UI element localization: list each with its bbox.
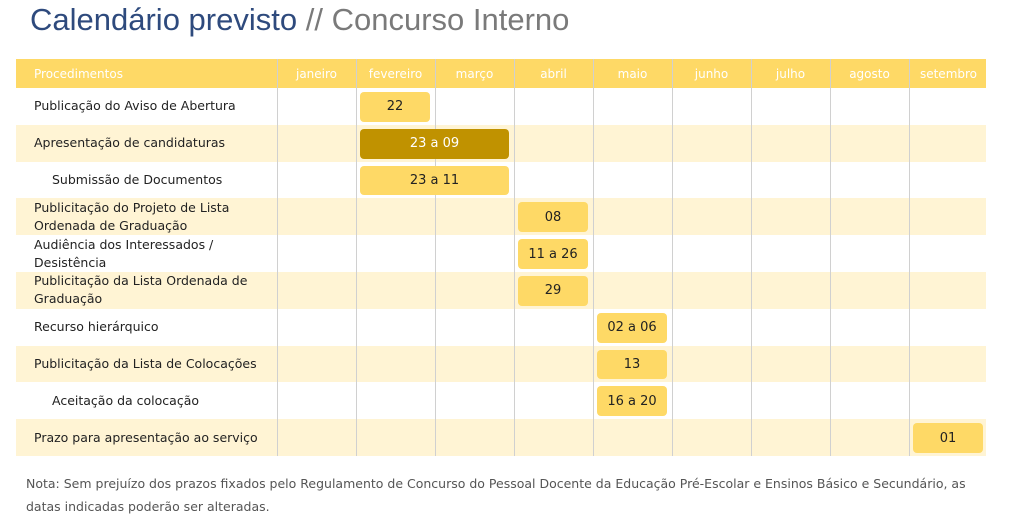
row-label: Aceitação da colocação: [52, 392, 200, 408]
schedule-bar: 11 a 26: [518, 239, 588, 269]
title-separator: //: [305, 2, 323, 37]
row-label: Publicitação da Lista de Colocações: [34, 355, 257, 371]
note: Nota: Sem prejuízo dos prazos fixados pe…: [26, 476, 966, 514]
row-bg: [16, 382, 986, 420]
row-label: Publicitação do Projeto de Lista Ordenad…: [34, 199, 230, 233]
header-cell: fevereiro: [368, 66, 423, 81]
schedule-bar: 02 a 06: [597, 312, 667, 343]
header-cell: agosto: [849, 66, 890, 81]
schedule-bar: 16 a 20: [597, 386, 667, 417]
header-cell: janeiro: [295, 66, 338, 81]
row-bg: [16, 345, 986, 383]
column-divider: [356, 59, 357, 456]
column-divider: [672, 59, 673, 456]
column-divider: [593, 59, 594, 456]
row-bg: [16, 272, 986, 309]
header-cell: maio: [617, 66, 648, 81]
header-cell: Procedimentos: [34, 66, 123, 81]
row-bg: [16, 308, 986, 346]
row-bg: [16, 88, 986, 125]
schedule-bar: 13: [597, 349, 667, 380]
column-divider: [909, 59, 910, 456]
header-cell: julho: [775, 66, 806, 81]
row-label: Recurso hierárquico: [34, 319, 159, 335]
schedule-bar: 23 a 09: [360, 128, 509, 159]
header-cell: abril: [540, 66, 567, 81]
title-main: Calendário previsto: [30, 2, 298, 37]
title: Calendário previsto // Concurso Interno: [30, 2, 569, 38]
header-cell: junho: [694, 66, 729, 81]
schedule-bar: 08: [518, 202, 588, 233]
row-bg: [16, 419, 986, 456]
row-bg: [16, 198, 986, 236]
schedule-bar: 22: [360, 92, 430, 122]
schedule-bar: 01: [913, 423, 983, 453]
column-divider: [751, 59, 752, 456]
header-cell: setembro: [919, 66, 978, 81]
schedule-bar: 23 a 11: [360, 165, 509, 196]
schedule-bar: 29: [518, 276, 588, 306]
row-bg: [16, 235, 986, 272]
row-label: Apresentação de candidaturas: [34, 135, 226, 151]
header-cell: março: [455, 66, 494, 81]
row-label: Prazo para apresentação ao serviço: [34, 429, 258, 445]
column-divider: [277, 59, 278, 456]
row-label: Publicitação da Lista Ordenada de Gradua…: [34, 273, 248, 307]
column-divider: [830, 59, 831, 456]
row-label: Publicação do Aviso de Abertura: [34, 98, 236, 114]
schedule-table: Procedimentos janeiro fevereiro março abril m…: [16, 59, 986, 456]
title-sub: Concurso Interno: [331, 2, 570, 37]
column-divider: [514, 59, 515, 456]
header-row: [16, 59, 986, 88]
row-label: Submissão de Documentos: [52, 171, 223, 187]
row-label: Audiência dos Interessados / Desistência: [34, 236, 214, 270]
column-divider: [435, 59, 436, 456]
